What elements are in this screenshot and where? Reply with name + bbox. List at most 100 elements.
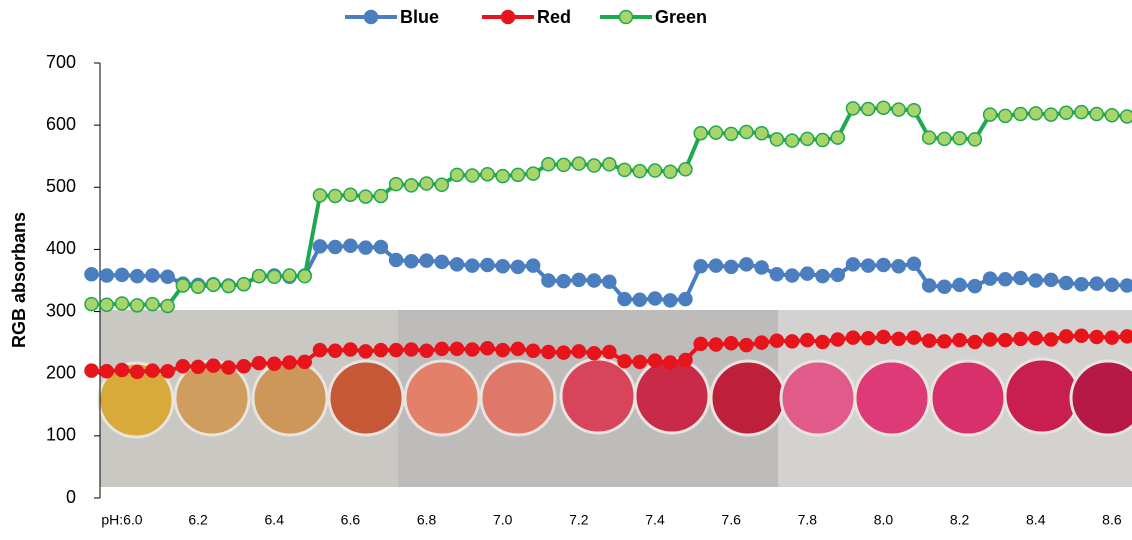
point xyxy=(572,273,585,286)
point xyxy=(664,356,677,369)
point xyxy=(892,332,905,345)
point xyxy=(770,268,783,281)
point xyxy=(1075,329,1088,342)
point xyxy=(527,259,540,272)
point xyxy=(1090,107,1103,120)
point xyxy=(298,270,311,283)
point xyxy=(496,170,509,183)
point xyxy=(420,177,433,190)
point xyxy=(420,254,433,267)
point xyxy=(938,280,951,293)
point xyxy=(679,163,692,176)
point xyxy=(1090,277,1103,290)
point xyxy=(176,279,189,292)
point xyxy=(907,104,920,117)
point xyxy=(207,278,220,291)
point xyxy=(1060,276,1073,289)
point xyxy=(968,133,981,146)
point xyxy=(862,102,875,115)
point xyxy=(862,332,875,345)
point xyxy=(740,258,753,271)
point xyxy=(755,336,768,349)
point xyxy=(557,346,570,359)
x-tick-label: 7.4 xyxy=(645,512,665,528)
point xyxy=(847,102,860,115)
point xyxy=(633,355,646,368)
point xyxy=(877,258,890,271)
point xyxy=(313,344,326,357)
point xyxy=(466,169,479,182)
point xyxy=(694,337,707,350)
dish xyxy=(855,361,929,435)
y-tick-label: 100 xyxy=(46,425,76,445)
point xyxy=(268,270,281,283)
x-tick-label: 6.8 xyxy=(417,512,437,528)
point xyxy=(481,342,494,355)
dish xyxy=(635,359,709,433)
point xyxy=(938,132,951,145)
x-tick-label: 8.6 xyxy=(1102,512,1122,528)
point xyxy=(374,189,387,202)
point xyxy=(511,342,524,355)
point xyxy=(100,298,113,311)
point xyxy=(496,260,509,273)
point xyxy=(283,356,296,369)
point xyxy=(649,292,662,305)
point xyxy=(847,258,860,271)
y-tick-label: 400 xyxy=(46,238,76,258)
point xyxy=(1014,272,1027,285)
point xyxy=(115,268,128,281)
point xyxy=(390,344,403,357)
x-tick-label: 6.4 xyxy=(265,512,285,528)
point xyxy=(984,108,997,121)
point xyxy=(740,339,753,352)
point xyxy=(237,278,250,291)
point xyxy=(176,360,189,373)
legend-item: Green xyxy=(600,7,707,27)
point xyxy=(1044,273,1057,286)
point xyxy=(755,261,768,274)
point xyxy=(907,257,920,270)
point xyxy=(131,270,144,283)
point xyxy=(557,275,570,288)
point xyxy=(664,165,677,178)
point xyxy=(466,259,479,272)
point xyxy=(100,269,113,282)
point xyxy=(801,132,814,145)
point xyxy=(1121,330,1132,343)
x-tick-label: 7.2 xyxy=(569,512,589,528)
point xyxy=(85,298,98,311)
point xyxy=(1121,279,1132,292)
point xyxy=(572,345,585,358)
point xyxy=(374,240,387,253)
point xyxy=(481,258,494,271)
point xyxy=(268,357,281,370)
y-tick-label: 300 xyxy=(46,300,76,320)
point xyxy=(298,355,311,368)
point xyxy=(405,343,418,356)
point xyxy=(984,272,997,285)
point xyxy=(633,165,646,178)
point xyxy=(572,157,585,170)
dish xyxy=(711,361,785,435)
legend-label: Blue xyxy=(400,7,439,27)
point xyxy=(923,279,936,292)
point xyxy=(786,335,799,348)
point xyxy=(1121,110,1132,123)
x-tick-label: 8.0 xyxy=(874,512,894,528)
point xyxy=(344,343,357,356)
point xyxy=(253,357,266,370)
point xyxy=(359,241,372,254)
point xyxy=(329,344,342,357)
x-tick-label: 7.6 xyxy=(721,512,741,528)
point xyxy=(1014,107,1027,120)
point xyxy=(329,189,342,202)
x-tick-label: 6.6 xyxy=(341,512,361,528)
point xyxy=(1105,278,1118,291)
point xyxy=(603,275,616,288)
point xyxy=(968,280,981,293)
point xyxy=(1060,330,1073,343)
point xyxy=(115,363,128,376)
x-tick-label: 8.2 xyxy=(950,512,970,528)
point xyxy=(192,360,205,373)
